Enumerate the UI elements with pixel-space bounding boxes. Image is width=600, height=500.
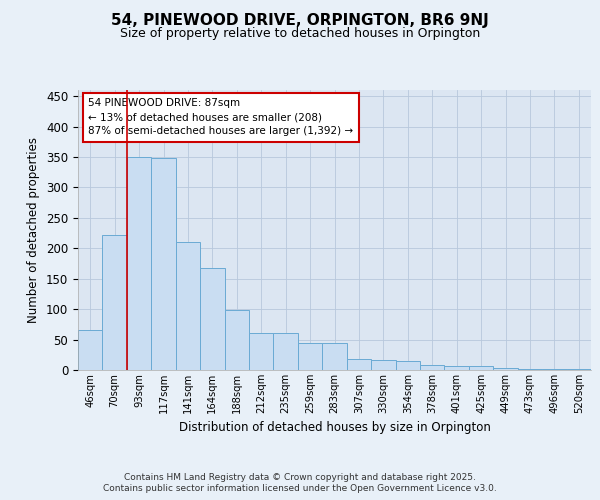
Bar [298,343,322,370]
Bar [469,366,493,370]
Text: 54 PINEWOOD DRIVE: 87sqm
← 13% of detached houses are smaller (208)
87% of semi-: 54 PINEWOOD DRIVE: 87sqm ← 13% of detach… [88,98,353,136]
Bar [322,343,347,370]
Bar [493,368,518,370]
Bar [518,369,542,370]
Text: Contains HM Land Registry data © Crown copyright and database right 2025.: Contains HM Land Registry data © Crown c… [124,472,476,482]
Bar [200,268,224,370]
Bar [103,235,127,370]
Bar [274,334,298,370]
Text: Contains public sector information licensed under the Open Government Licence v3: Contains public sector information licen… [103,484,497,493]
X-axis label: Distribution of detached houses by size in Orpington: Distribution of detached houses by size … [179,422,490,434]
Bar [176,242,200,370]
Text: 54, PINEWOOD DRIVE, ORPINGTON, BR6 9NJ: 54, PINEWOOD DRIVE, ORPINGTON, BR6 9NJ [111,12,489,28]
Bar [224,310,249,370]
Text: Size of property relative to detached houses in Orpington: Size of property relative to detached ho… [120,28,480,40]
Bar [347,359,371,370]
Bar [151,158,176,370]
Bar [420,365,445,370]
Bar [78,330,103,370]
Bar [127,157,151,370]
Bar [445,366,469,370]
Bar [249,334,274,370]
Bar [395,362,420,370]
Y-axis label: Number of detached properties: Number of detached properties [28,137,40,323]
Bar [371,360,395,370]
